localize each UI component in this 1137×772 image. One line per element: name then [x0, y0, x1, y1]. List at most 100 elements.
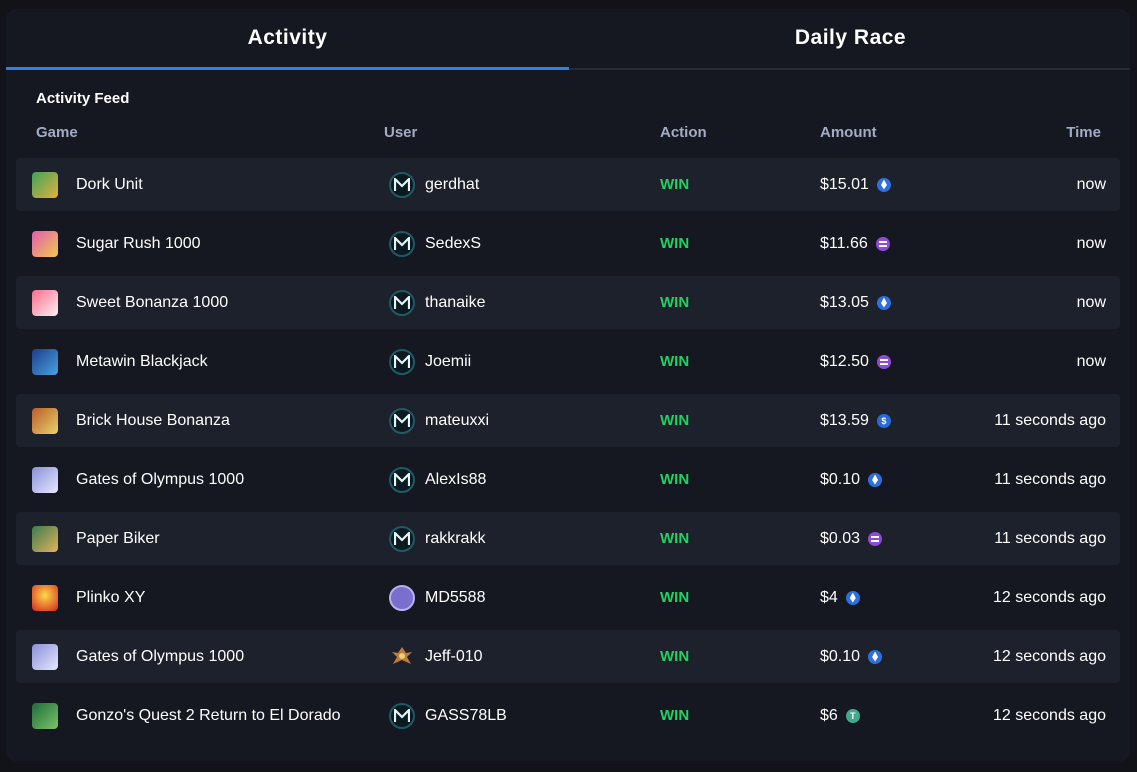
time-ago: 11 seconds ago	[994, 412, 1106, 429]
game-name[interactable]: Metawin Blackjack	[76, 353, 208, 370]
amount-value: $0.03	[820, 530, 861, 547]
amount-value: $13.59	[820, 412, 869, 429]
metawin-avatar	[389, 703, 415, 729]
usdt-icon	[845, 708, 860, 723]
action-badge: WIN	[660, 530, 690, 547]
activity-row[interactable]: Sugar Rush 1000 SedexS WIN $11.66 now	[16, 217, 1120, 270]
amount-value: $12.50	[820, 353, 869, 370]
metawin-avatar	[389, 231, 415, 257]
action-badge: WIN	[660, 648, 690, 665]
activity-row[interactable]: Plinko XY MD5588 WIN $4 12 seconds ago	[16, 571, 1120, 624]
game-name[interactable]: Gonzo's Quest 2 Return to El Dorado	[76, 707, 341, 724]
game-name[interactable]: Gates of Olympus 1000	[76, 648, 245, 665]
action-badge: WIN	[660, 235, 690, 252]
time-ago: 11 seconds ago	[994, 471, 1106, 488]
usdc-icon	[876, 413, 891, 428]
amount: $13.59	[820, 394, 891, 447]
sugar-rush-icon	[32, 231, 58, 257]
amount: $4	[820, 571, 860, 624]
column-header-amount: Amount	[820, 124, 877, 141]
eth-icon	[845, 590, 860, 605]
time-ago: now	[1076, 235, 1106, 252]
gates-olympus-icon	[32, 644, 58, 670]
time-ago: now	[1076, 353, 1106, 370]
amount: $11.66	[820, 217, 890, 270]
amount-value: $6	[820, 707, 838, 724]
activity-row[interactable]: Gates of Olympus 1000 AlexIs88 WIN $0.10 11 …	[16, 453, 1120, 506]
metawin-avatar	[389, 467, 415, 493]
time-ago: 12 seconds ago	[993, 707, 1106, 724]
amount: $13.05	[820, 276, 891, 329]
time-ago: 12 seconds ago	[993, 589, 1106, 606]
tab-activity[interactable]: Activity	[247, 26, 328, 49]
game-name[interactable]: Sugar Rush 1000	[76, 235, 201, 252]
amount-value: $0.10	[820, 471, 861, 488]
activity-row[interactable]: Sweet Bonanza 1000 thanaike WIN $13.05 now	[16, 276, 1120, 329]
user-name[interactable]: gerdhat	[425, 176, 480, 193]
game-name[interactable]: Dork Unit	[76, 176, 143, 193]
time-ago: now	[1076, 176, 1106, 193]
user-name[interactable]: SedexS	[425, 235, 482, 252]
user-name[interactable]: AlexIs88	[425, 471, 487, 488]
amount: $6	[820, 689, 860, 742]
activity-row[interactable]: Paper Biker rakkrakk WIN $0.03 11 seconds ag…	[16, 512, 1120, 565]
game-name[interactable]: Paper Biker	[76, 530, 160, 547]
user-name[interactable]: mateuxxi	[425, 412, 490, 429]
amount-value: $0.10	[820, 648, 861, 665]
user-name[interactable]: thanaike	[425, 294, 486, 311]
sol-icon	[876, 354, 891, 369]
paper-biker-icon	[32, 526, 58, 552]
gates-olympus-icon	[32, 467, 58, 493]
action-badge: WIN	[660, 412, 690, 429]
blackjack-icon	[32, 349, 58, 375]
game-name[interactable]: Plinko XY	[76, 589, 146, 606]
character-avatar	[389, 644, 415, 670]
time-ago: 12 seconds ago	[993, 648, 1106, 665]
tab-bar: Activity Daily Race	[6, 9, 1130, 70]
user-name[interactable]: Joemii	[425, 353, 472, 370]
game-name[interactable]: Gates of Olympus 1000	[76, 471, 245, 488]
eth-icon	[876, 295, 891, 310]
metawin-avatar	[389, 172, 415, 198]
game-name[interactable]: Brick House Bonanza	[76, 412, 230, 429]
time-ago: 11 seconds ago	[994, 530, 1106, 547]
purple-avatar	[389, 585, 415, 611]
user-name[interactable]: MD5588	[425, 589, 486, 606]
brick-house-icon	[32, 408, 58, 434]
activity-row[interactable]: Gonzo's Quest 2 Return to El Dorado GASS7…	[16, 689, 1120, 742]
eth-icon	[876, 177, 891, 192]
column-header-game: Game	[36, 124, 78, 141]
activity-list: Dork Unit gerdhat WIN $15.01 now Sugar Rush 1…	[16, 158, 1120, 748]
active-tab-indicator	[6, 67, 569, 70]
amount: $12.50	[820, 335, 891, 388]
eth-icon	[868, 472, 883, 487]
column-header-user: User	[384, 124, 418, 141]
column-header-time: Time	[1066, 124, 1101, 141]
sol-icon	[875, 236, 890, 251]
column-header-action: Action	[660, 124, 707, 141]
game-name[interactable]: Sweet Bonanza 1000	[76, 294, 229, 311]
action-badge: WIN	[660, 294, 690, 311]
activity-row[interactable]: Dork Unit gerdhat WIN $15.01 now	[16, 158, 1120, 211]
activity-row[interactable]: Metawin Blackjack Joemii WIN $12.50 now	[16, 335, 1120, 388]
plinko-icon	[32, 585, 58, 611]
metawin-avatar	[389, 408, 415, 434]
metawin-avatar	[389, 290, 415, 316]
metawin-avatar	[389, 526, 415, 552]
amount: $0.03	[820, 512, 883, 565]
activity-row[interactable]: Brick House Bonanza mateuxxi WIN $13.59 11 s…	[16, 394, 1120, 447]
user-name[interactable]: rakkrakk	[425, 530, 486, 547]
user-name[interactable]: Jeff-010	[425, 648, 483, 665]
tab-daily-race[interactable]: Daily Race	[794, 26, 907, 49]
activity-row[interactable]: Gates of Olympus 1000 Jeff-010 WIN $0.10 12 …	[16, 630, 1120, 683]
gonzos-quest-icon	[32, 703, 58, 729]
metawin-avatar	[389, 349, 415, 375]
action-badge: WIN	[660, 589, 690, 606]
user-name[interactable]: GASS78LB	[425, 707, 507, 724]
action-badge: WIN	[660, 471, 690, 488]
amount-value: $13.05	[820, 294, 869, 311]
action-badge: WIN	[660, 707, 690, 724]
feed-title: Activity Feed	[36, 90, 130, 107]
eth-icon	[868, 649, 883, 664]
dork-unit-icon	[32, 172, 58, 198]
